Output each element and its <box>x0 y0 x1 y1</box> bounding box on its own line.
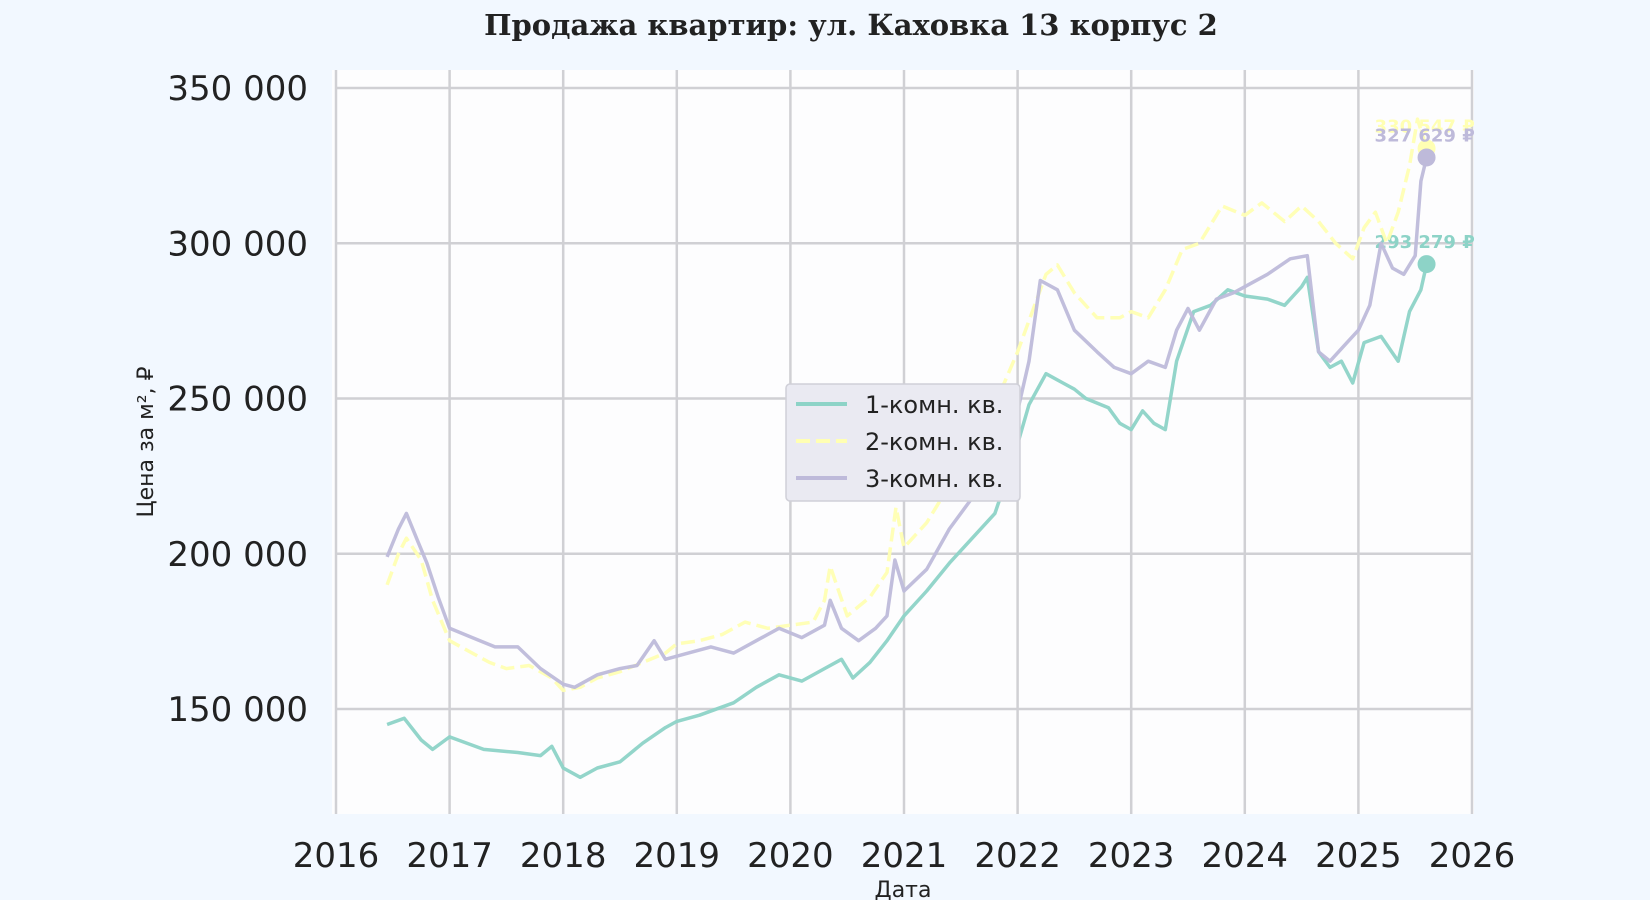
legend-label-1: 1-комн. кв. <box>865 391 1003 419</box>
x-tick-label: 2023 <box>1088 836 1175 876</box>
x-tick-label: 2018 <box>520 836 607 876</box>
legend-label-2: 2-комн. кв. <box>865 428 1003 456</box>
series-end-marker-1 <box>1417 255 1436 274</box>
chart-title: Продажа квартир: ул. Каховка 13 корпус 2 <box>484 8 1218 42</box>
x-tick-label: 2021 <box>861 836 948 876</box>
x-tick-label: 2025 <box>1315 836 1402 876</box>
x-tick-label: 2016 <box>293 836 380 876</box>
x-axis-label: Дата <box>875 878 932 900</box>
x-tick-label: 2017 <box>406 836 493 876</box>
x-tick-label: 2024 <box>1202 836 1289 876</box>
series-end-marker-3 <box>1417 148 1436 167</box>
x-tick-label: 2026 <box>1429 836 1516 876</box>
legend-label-3: 3-комн. кв. <box>865 465 1003 493</box>
series-line-2 <box>385 117 1429 693</box>
legend-box <box>785 383 1021 502</box>
x-tick-label: 2022 <box>974 836 1061 876</box>
x-tick-label: 2020 <box>747 836 834 876</box>
y-tick-label: 200 000 <box>167 535 308 575</box>
axis-tick-labels: 2016 2017 2018 2019 2020 2021 2022 2023 2024 2025… <box>167 69 1515 876</box>
x-tick-label: 2019 <box>634 836 721 876</box>
series-end-label-2: 330 547 ₽ <box>1375 116 1475 137</box>
series-layer: 293 279 ₽ 330 547 ₽327 629 ₽ <box>385 116 1475 780</box>
y-tick-label: 250 000 <box>167 380 308 420</box>
y-tick-label: 300 000 <box>167 224 308 264</box>
series-end-label-3: 327 629 ₽ <box>1375 125 1475 146</box>
y-tick-label: 350 000 <box>167 69 308 109</box>
series-end-label-1: 293 279 ₽ <box>1375 232 1475 253</box>
legend: 1-комн. кв. 2-комн. кв. 3-комн. кв. <box>785 383 1021 502</box>
series-line-3 <box>385 157 1429 690</box>
y-axis-label: Цена за м², ₽ <box>134 366 159 517</box>
y-tick-label: 150 000 <box>167 690 308 730</box>
